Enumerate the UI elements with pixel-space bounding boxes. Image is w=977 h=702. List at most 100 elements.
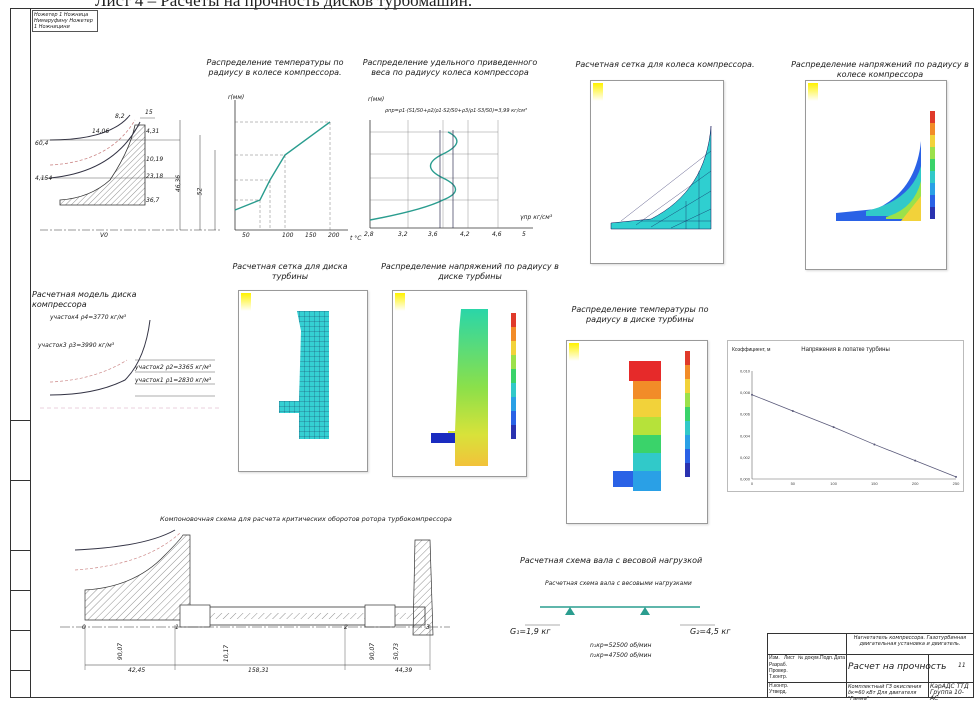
dim-label: 15 <box>145 109 153 116</box>
y-tick-label: 0,010 <box>740 369 751 374</box>
title-block: Нагнетатель компрессора. Газотурбинная д… <box>767 633 974 702</box>
mesh-compressor-shape <box>610 125 712 230</box>
x-tick: 3,2 <box>398 231 408 238</box>
dim-label: 36,7 <box>146 197 160 204</box>
r-axis-label: r(мм) <box>368 96 385 103</box>
ansys-logo <box>593 83 603 101</box>
y-tick-label: 0,006 <box>740 412 751 417</box>
x-tick: 3,6 <box>428 231 438 238</box>
x-tick-label: 100 <box>830 481 837 486</box>
top-left-note: Ножетер 1 Ножница Нимаруфину Ножетер 1 Н… <box>32 10 98 32</box>
dim-label: 4,154 <box>35 175 53 182</box>
stamp-row-head: Утверд. <box>769 689 787 695</box>
stamp-org-line: Нагнетатель компрессора. Газотурбинная д… <box>853 635 967 647</box>
stress-turbine-title: Распределение напряжений по радиусу в ди… <box>381 262 559 281</box>
chart-title: Напряжения в лопатке турбины <box>801 347 890 353</box>
shaft-title: Расчетная схема вала с весовой нагрузкой <box>520 556 703 565</box>
data-point <box>873 443 876 446</box>
dim-label: 14,06 <box>92 128 110 135</box>
zone-label: участок1 ρ1=2830 кг/м³ <box>135 377 212 384</box>
dim-label: 44,39 <box>395 667 413 674</box>
stamp-col-head: Изм. <box>769 655 780 661</box>
t-axis-label: t °C <box>350 235 362 242</box>
n1-label: n₁кр=52500 об/мин <box>590 642 652 649</box>
data-point <box>914 459 917 462</box>
y-tick-label: 0,008 <box>740 390 751 395</box>
temp-turbine-title: Распределение температуры по радиусу в д… <box>571 305 709 324</box>
dim-label: 23,18 <box>146 173 164 180</box>
x-tick-label: 0 <box>751 481 754 486</box>
dim-label: 42,45 <box>128 667 146 674</box>
stamp-title: Расчет на прочность <box>848 662 947 672</box>
dim-label: 90,07 <box>369 642 377 661</box>
ansys-logo <box>395 293 405 311</box>
dim-label: 10,17 <box>223 644 231 663</box>
data-point <box>832 426 835 429</box>
shaft-subtitle: Расчетная схема вала с весовыми нагрузка… <box>545 580 692 587</box>
mesh-turbine-title: Расчетная сетка для диска турбины <box>232 262 348 281</box>
g2-label: G₂=4,5 кг <box>690 627 731 636</box>
temp-turbine-panel <box>566 340 708 524</box>
stamp-col-head: Лист <box>784 655 795 661</box>
inner-frame <box>30 8 974 698</box>
data-point <box>955 475 957 478</box>
zone-label: участок2 ρ2=3365 кг/м³ <box>135 364 212 371</box>
layout-title: Компоновочная схема для расчета критичес… <box>160 515 452 523</box>
stamp-row-head: Т.контр. <box>769 674 788 680</box>
dim-label: 50,73 <box>393 642 401 661</box>
dim-label: 46,36 <box>175 174 183 193</box>
dim-label: 8,2 <box>115 113 125 120</box>
temp-turbine-shape <box>613 351 690 491</box>
stress-turbine-panel <box>392 290 527 477</box>
zone-label: участок4 ρ4=3770 кг/м³ <box>50 314 127 321</box>
y-tick-label: 0,004 <box>740 433 751 438</box>
weight-formula: ρпр=ρ1·(S1/S0+ρ2/ρ1·S2/S0+ρ3/ρ1·S3/S0)=3… <box>385 108 527 114</box>
stress-compressor-shape <box>836 111 935 221</box>
chart-ylabel: Коэффициент, м <box>732 347 771 353</box>
stamp-col-head: Подп. <box>820 655 834 661</box>
x-tick-label: 200 <box>912 481 919 486</box>
x-tick-label: 250 <box>953 481 960 486</box>
dim-label: 10,19 <box>146 156 164 163</box>
temp-compressor-title: Распределение температуры по радиусу в к… <box>206 58 344 77</box>
model-disk-drawing <box>40 319 220 409</box>
stamp-group: КарАДС ТТД Группа 10-АС <box>930 683 969 702</box>
mesh-turbine-shape <box>279 311 329 439</box>
stress-compressor-title: Распределение напряжений по радиусу в ко… <box>791 60 969 79</box>
weight-compressor-title: Распределение удельного приведенного вес… <box>362 58 538 77</box>
mesh-compressor-title: Расчетная сетка для колеса компрессора. <box>575 60 755 69</box>
y-tick-label: 0,000 <box>740 477 751 482</box>
stamp-col-head: № докум. <box>798 655 820 661</box>
t-tick: 150 <box>305 232 317 239</box>
series-line <box>751 394 957 478</box>
blade-stress-chart-panel: Напряжения в лопатке турбины Коэффициент… <box>727 340 964 492</box>
shaft-scheme <box>525 606 715 626</box>
x-tick-label: 50 <box>791 481 796 486</box>
g1-label: G₁=1,9 кг <box>510 627 551 636</box>
stress-compressor-panel <box>805 80 947 270</box>
n2-label: n₂кр=47500 об/мин <box>590 652 652 659</box>
t-tick: 50 <box>242 232 250 239</box>
stamp-row-head: Разраб. <box>769 662 788 668</box>
layout-drawing <box>60 529 450 670</box>
binding-column <box>10 360 31 696</box>
stamp-row-head: Провер. <box>769 668 788 674</box>
x-tick-label: 150 <box>871 481 878 486</box>
weight-compressor-chart <box>369 120 533 229</box>
model-disk-title: Расчетная модель диска компрессора <box>32 290 137 309</box>
x-axis-label: γпр кг/см³ <box>520 214 553 221</box>
stress-turbine-shape <box>431 309 516 466</box>
stamp-bottom-note: Комплектный ГЗ окисления δк=60 кВт Для д… <box>848 684 922 702</box>
stamp-col-head: Дата <box>834 655 846 661</box>
data-point <box>791 409 794 412</box>
mesh-compressor-panel <box>590 80 724 264</box>
y-tick-label: 0,002 <box>740 455 751 460</box>
mesh-turbine-panel <box>238 290 368 472</box>
stamp-row-head: Н.контр. <box>769 683 789 689</box>
ansys-logo <box>241 293 251 311</box>
dim-label: 158,31 <box>248 667 269 674</box>
station-label: 1 <box>175 624 179 631</box>
zone-label: участок3 ρ3=3990 кг/м³ <box>38 342 115 349</box>
stamp-sheet: 11 <box>958 662 966 669</box>
dim-label: 60,4 <box>35 140 49 147</box>
